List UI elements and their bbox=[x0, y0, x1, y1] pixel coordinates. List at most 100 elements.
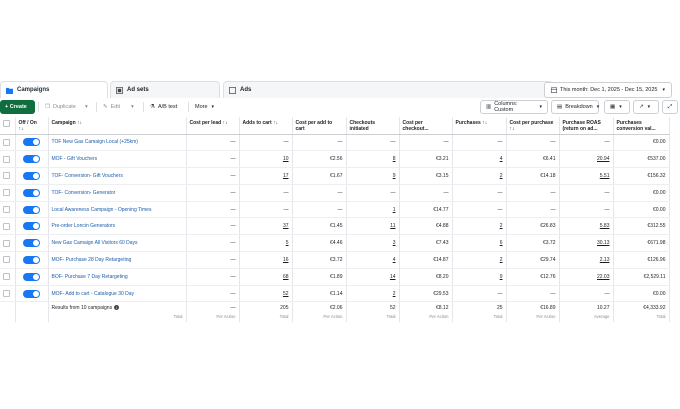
col-header-checkouts-initiated[interactable]: Checkouts initiated bbox=[346, 117, 400, 135]
campaign-name-link[interactable]: BOF- Purchase 7 Day Retargeting bbox=[48, 268, 187, 286]
col-header-campaign[interactable]: Campaign ↑↓ bbox=[48, 117, 187, 135]
cell-adds-to-cart[interactable]: 68 bbox=[239, 268, 293, 286]
date-range-picker[interactable]: This month: Dec 1, 2025 - Dec 15, 2025 ▾ bbox=[543, 82, 672, 98]
campaign-toggle[interactable] bbox=[23, 155, 40, 164]
campaign-name-link[interactable]: Local Awareness Campaign - Opening Times bbox=[48, 201, 187, 219]
cell-cost-per-add-to-cart: — bbox=[292, 201, 347, 219]
cell-adds-to-cart[interactable]: 10 bbox=[239, 150, 293, 169]
expand-button[interactable]: ⤢ bbox=[662, 100, 678, 114]
cell-purchases[interactable]: 6 bbox=[452, 234, 507, 253]
campaign-toggle[interactable] bbox=[23, 289, 40, 298]
info-icon[interactable]: i bbox=[114, 305, 120, 311]
cell-purchases[interactable]: 2 bbox=[452, 251, 507, 269]
row-checkbox[interactable] bbox=[3, 222, 10, 230]
cell-purchase-roas[interactable]: 22.03 bbox=[559, 268, 614, 286]
cell-adds-to-cart[interactable]: 16 bbox=[239, 251, 293, 269]
export-dropdown[interactable]: ↗ ▾ bbox=[633, 100, 659, 114]
date-range-label: This month: Dec 1, 2025 - Dec 15, 2025 bbox=[559, 87, 658, 93]
cell-purchase-roas[interactable]: 20.94 bbox=[559, 150, 614, 169]
campaigns-table: Off / On ↑↓ Campaign ↑↓ Cost per lead ↑↓ … bbox=[0, 117, 670, 322]
campaign-toggle[interactable] bbox=[23, 171, 40, 180]
cell-purchase-roas[interactable]: 30.13 bbox=[559, 234, 614, 253]
cell-adds-to-cart[interactable]: 37 bbox=[239, 217, 293, 236]
col-header-adds-to-cart[interactable]: Adds to cart ↑↓ bbox=[239, 117, 293, 135]
reports-dropdown[interactable]: ▦ ▾ bbox=[604, 100, 630, 114]
campaign-name-link[interactable]: MOF- Purchase 28 Day Retargeting bbox=[48, 251, 187, 269]
cell-checkouts-initiated[interactable]: 3 bbox=[346, 234, 400, 253]
table-row[interactable]: Local Awareness Campaign - Opening Times… bbox=[0, 201, 670, 219]
more-button[interactable]: More ▾ bbox=[190, 100, 218, 114]
select-all-checkbox[interactable] bbox=[3, 120, 10, 127]
cell-purchases[interactable]: 2 bbox=[452, 217, 507, 236]
duplicate-button[interactable]: ❐ Duplicate bbox=[40, 100, 78, 114]
campaign-toggle[interactable] bbox=[23, 272, 40, 281]
breakdown-dropdown[interactable]: ▤ Breakdown ▾ bbox=[551, 100, 599, 114]
row-checkbox[interactable] bbox=[3, 239, 10, 247]
row-checkbox[interactable] bbox=[3, 155, 10, 163]
row-checkbox[interactable] bbox=[3, 290, 10, 298]
duplicate-menu-button[interactable]: ▾ bbox=[80, 100, 94, 114]
table-row[interactable]: TOF- Conversion- Generator — — — — — — — — €0.00 bbox=[0, 184, 670, 202]
col-header-cost-per-lead[interactable]: Cost per lead ↑↓ bbox=[186, 117, 240, 135]
table-row[interactable]: MOF- Purchase 28 Day Retargeting —16 €3.72… bbox=[0, 251, 670, 269]
tab-ad-sets[interactable]: Ad sets bbox=[110, 81, 220, 98]
row-checkbox[interactable] bbox=[3, 256, 10, 264]
edit-button[interactable]: ✎ Edit bbox=[98, 100, 126, 114]
row-checkbox[interactable] bbox=[3, 273, 10, 281]
campaign-name-link[interactable]: MOF- Add to cart - Catalogue 30 Day bbox=[48, 285, 187, 303]
campaign-toggle[interactable] bbox=[23, 205, 40, 214]
campaign-name-link[interactable]: TOF New Gas Camaign Local (+25km) bbox=[48, 134, 187, 152]
table-row[interactable]: MOF- Add to cart - Catalogue 30 Day —52 €1… bbox=[0, 285, 670, 303]
row-checkbox[interactable] bbox=[3, 206, 10, 214]
table-row[interactable]: TOF New Gas Camaign Local (+25km) — — — — — — —… bbox=[0, 134, 670, 152]
cell-checkouts-initiated[interactable]: 14 bbox=[346, 268, 400, 286]
campaign-name-link[interactable]: TOF- Conversion- Gift Vouchers bbox=[48, 167, 187, 185]
cell-adds-to-cart[interactable]: 52 bbox=[239, 285, 293, 303]
table-row[interactable]: MOF - Gift Vouchers —10 €2.56 8 €3.21 4 €6.41 2… bbox=[0, 150, 670, 169]
cell-checkouts-initiated[interactable]: 2 bbox=[346, 285, 400, 303]
cell-adds-to-cart[interactable]: 17 bbox=[239, 167, 293, 185]
campaign-name-link[interactable]: Pre-order Loncin Generators bbox=[48, 217, 187, 236]
campaign-name-link[interactable]: TOF- Conversion- Generator bbox=[48, 184, 187, 202]
col-header-purchases-conversion-value[interactable]: Purchases conversion val... bbox=[613, 117, 670, 135]
edit-menu-button[interactable]: ▾ bbox=[126, 100, 140, 114]
cell-adds-to-cart[interactable]: 5 bbox=[239, 234, 293, 253]
create-button[interactable]: + Create bbox=[0, 100, 35, 114]
col-header-purchase-roas[interactable]: Purchase ROAS (return on ad... bbox=[559, 117, 614, 135]
cell-purchases[interactable]: 4 bbox=[452, 150, 507, 169]
campaign-toggle[interactable] bbox=[23, 222, 40, 231]
col-header-purchases[interactable]: Purchases ↑↓ bbox=[452, 117, 507, 135]
cell-purchase-roas[interactable]: 5.51 bbox=[559, 167, 614, 185]
col-header-cost-per-add-to-cart[interactable]: Cost per add to cart bbox=[292, 117, 347, 135]
cell-checkouts-initiated[interactable]: 9 bbox=[346, 167, 400, 185]
cell-checkouts-initiated[interactable]: 1 bbox=[346, 201, 400, 219]
col-header-cost-per-checkout[interactable]: Cost per checkout... bbox=[399, 117, 453, 135]
campaign-name-link[interactable]: MOF - Gift Vouchers bbox=[48, 150, 187, 169]
campaign-toggle[interactable] bbox=[23, 188, 40, 197]
cell-purchases[interactable]: 9 bbox=[452, 268, 507, 286]
campaign-toggle[interactable] bbox=[23, 255, 40, 264]
row-checkbox[interactable] bbox=[3, 172, 10, 180]
table-row[interactable]: BOF- Purchase 7 Day Retargeting —68 €1.89 1… bbox=[0, 268, 670, 286]
cell-checkouts-initiated[interactable]: 8 bbox=[346, 150, 400, 169]
row-checkbox[interactable] bbox=[3, 138, 10, 146]
columns-dropdown[interactable]: ▥ Columns: Custom ▾ bbox=[480, 100, 548, 114]
row-checkbox[interactable] bbox=[3, 189, 10, 197]
table-row[interactable]: New Gas Camaign All Visitors 60 Days —5 €4… bbox=[0, 234, 670, 253]
tab-ads[interactable]: Ads bbox=[223, 81, 553, 98]
campaign-toggle[interactable] bbox=[23, 239, 40, 248]
campaign-toggle[interactable] bbox=[23, 138, 40, 147]
toggle-cell bbox=[15, 251, 49, 269]
cell-purchase-roas[interactable]: 2.13 bbox=[559, 251, 614, 269]
cell-checkouts-initiated[interactable]: 4 bbox=[346, 251, 400, 269]
table-row[interactable]: Pre-order Loncin Generators —37 €1.45 11 €4.… bbox=[0, 217, 670, 236]
cell-checkouts-initiated[interactable]: 11 bbox=[346, 217, 400, 236]
cell-purchases[interactable]: 2 bbox=[452, 167, 507, 185]
col-header-cost-per-purchase[interactable]: Cost per purchase ↑↓ bbox=[506, 117, 560, 135]
col-header-toggle[interactable]: Off / On ↑↓ bbox=[15, 117, 49, 135]
ab-test-button[interactable]: ⚗ A/B test bbox=[145, 100, 185, 114]
table-row[interactable]: TOF- Conversion- Gift Vouchers —17 €1.67 9 €… bbox=[0, 167, 670, 185]
campaign-name-link[interactable]: New Gas Camaign All Visitors 60 Days bbox=[48, 234, 187, 253]
cell-purchase-roas[interactable]: 5.83 bbox=[559, 217, 614, 236]
tab-campaigns[interactable]: Campaigns bbox=[0, 81, 108, 98]
